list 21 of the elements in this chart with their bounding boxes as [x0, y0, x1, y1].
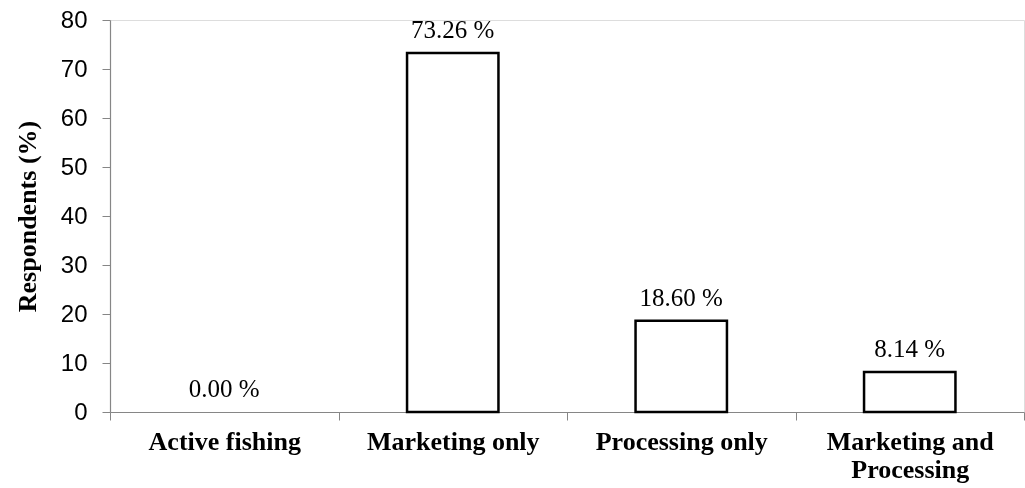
- y-tick-label: 20: [60, 299, 88, 327]
- y-tick-label: 30: [60, 250, 88, 278]
- bar: [405, 51, 500, 414]
- y-tick-label: 80: [60, 5, 88, 33]
- data-label: 8.14 %: [874, 335, 946, 363]
- x-tick-label: Marketing and Processing: [826, 426, 995, 484]
- y-tick-label: 70: [60, 54, 88, 82]
- y-tick-label: 60: [60, 103, 88, 131]
- y-tick-label: 50: [60, 152, 88, 180]
- y-axis-title: Respondents (%): [12, 120, 42, 313]
- bar: [634, 319, 729, 414]
- x-tick-label: Active fishing: [148, 426, 301, 456]
- data-label: 0.00 %: [188, 375, 260, 402]
- x-tick-label: Processing only: [595, 426, 768, 456]
- y-tick-label: 10: [60, 348, 88, 376]
- y-tick-label: 40: [60, 201, 88, 229]
- data-label: 18.60 %: [639, 283, 723, 311]
- x-tick-label: Marketing only: [366, 426, 540, 456]
- bar: [862, 370, 957, 414]
- data-label: 73.26 %: [411, 16, 495, 44]
- y-tick-label: 0: [74, 397, 88, 425]
